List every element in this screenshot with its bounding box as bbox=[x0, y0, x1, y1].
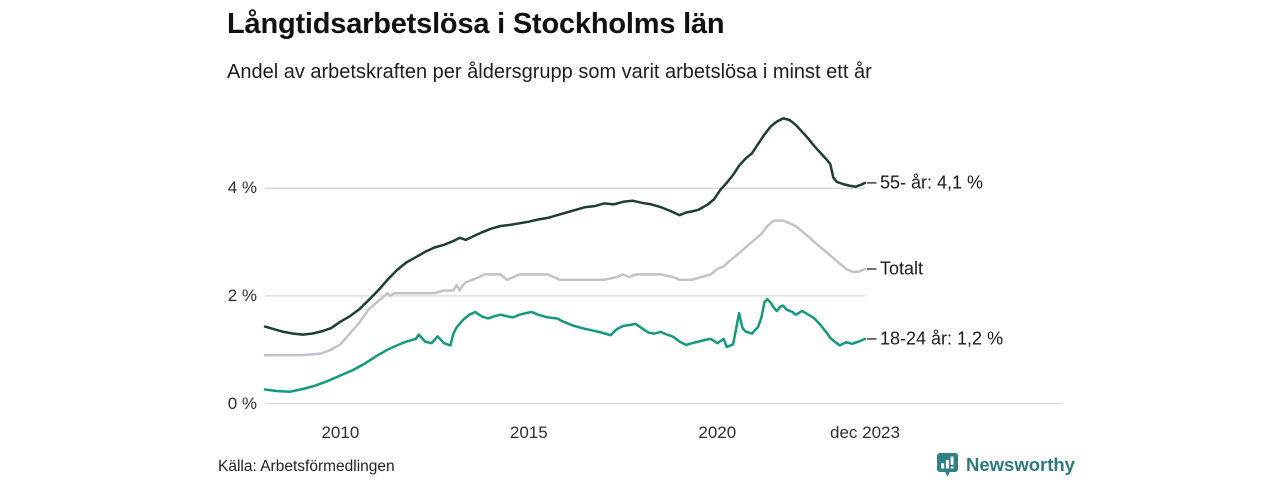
newsworthy-logo-text: Newsworthy bbox=[966, 454, 1075, 475]
chart-title: Långtidsarbetslösa i Stockholms län bbox=[227, 8, 725, 40]
newsworthy-logo: Newsworthy bbox=[936, 452, 1075, 478]
x-tick-label: 2020 bbox=[698, 423, 737, 442]
series-end-label-Totalt: Totalt bbox=[880, 258, 924, 279]
series-line-Totalt bbox=[263, 219, 867, 357]
source-note: Källa: Arbetsförmedlingen bbox=[218, 458, 395, 475]
chart-subtitle: Andel av arbetskraften per åldersgrupp s… bbox=[227, 61, 872, 83]
series-end-label-55-r: 55- år: 4,1 % bbox=[880, 172, 984, 193]
y-tick-label: 4 % bbox=[227, 178, 257, 198]
newsworthy-pin-barchart-icon bbox=[936, 452, 959, 478]
y-tick-label: 0 % bbox=[227, 393, 257, 413]
series-end-label-18-24r: 18-24 år: 1,2 % bbox=[880, 328, 1004, 349]
y-tick-label: 2 % bbox=[227, 285, 257, 305]
x-tick-label: 2015 bbox=[509, 423, 548, 442]
series-line-55-r bbox=[263, 117, 867, 336]
x-tick-label: 2010 bbox=[321, 423, 360, 442]
x-tick-label: dec 2023 bbox=[830, 423, 900, 442]
series-line-18-24r bbox=[263, 297, 867, 393]
